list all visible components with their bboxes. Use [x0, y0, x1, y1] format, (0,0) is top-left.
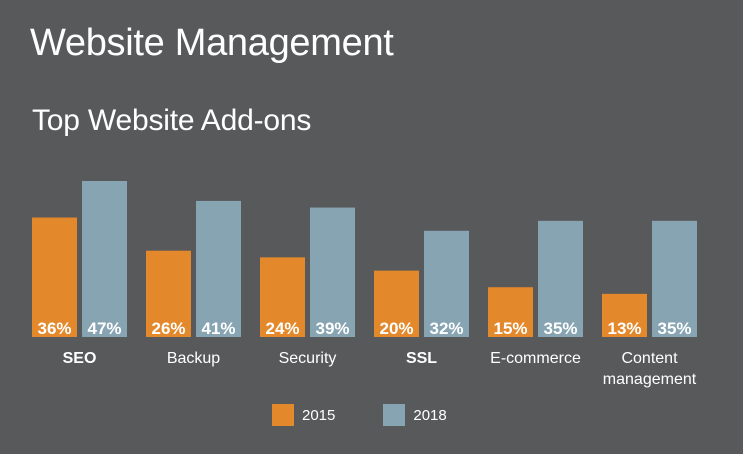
category-label-1: Backup [167, 350, 220, 367]
data-label-2015-2: 24% [265, 319, 299, 338]
bar-2018-1 [196, 200, 241, 337]
bar-2015-1 [146, 250, 191, 337]
chart-legend: 2015 2018 [272, 404, 495, 426]
legend-item-2018: 2018 [383, 404, 447, 426]
legend-swatch-2015 [272, 404, 294, 426]
chart-title: Top Website Add-ons [32, 104, 312, 137]
category-label-3: SSL [406, 350, 437, 367]
bar-2015-4 [488, 287, 533, 337]
bar-2018-3 [424, 230, 469, 337]
bar-2018-2 [310, 207, 355, 337]
legend-swatch-2018 [383, 404, 406, 426]
data-label-2018-2: 39% [315, 319, 349, 338]
legend-label-2018: 2018 [413, 406, 447, 424]
data-label-2018-4: 35% [543, 319, 577, 338]
data-label-2018-3: 32% [429, 319, 463, 338]
category-label-2: Security [279, 350, 337, 367]
data-label-2015-5: 13% [607, 319, 641, 338]
bar-2015-3 [374, 270, 419, 337]
bar-2015-0 [32, 217, 77, 337]
bar-2018-4 [538, 220, 583, 337]
data-label-2015-4: 15% [493, 319, 527, 338]
bar-2018-0 [82, 181, 127, 337]
data-label-2018-0: 47% [87, 319, 121, 338]
bar-2015-5 [602, 293, 647, 337]
category-label-0: SEO [63, 350, 97, 367]
data-label-2015-3: 20% [379, 319, 413, 338]
data-label-2015-1: 26% [151, 319, 185, 338]
data-label-2015-0: 36% [37, 319, 71, 338]
category-label-4: E-commerce [490, 350, 581, 367]
page-title: Website Management [30, 22, 394, 64]
legend-label-2015: 2015 [302, 406, 336, 424]
bar-2018-5 [652, 220, 697, 337]
bar-2015-2 [260, 257, 305, 337]
data-label-2018-5: 35% [657, 319, 691, 338]
data-label-2018-1: 41% [201, 319, 235, 338]
legend-item-2015: 2015 [272, 404, 335, 426]
category-label-5: Content management [603, 350, 697, 388]
